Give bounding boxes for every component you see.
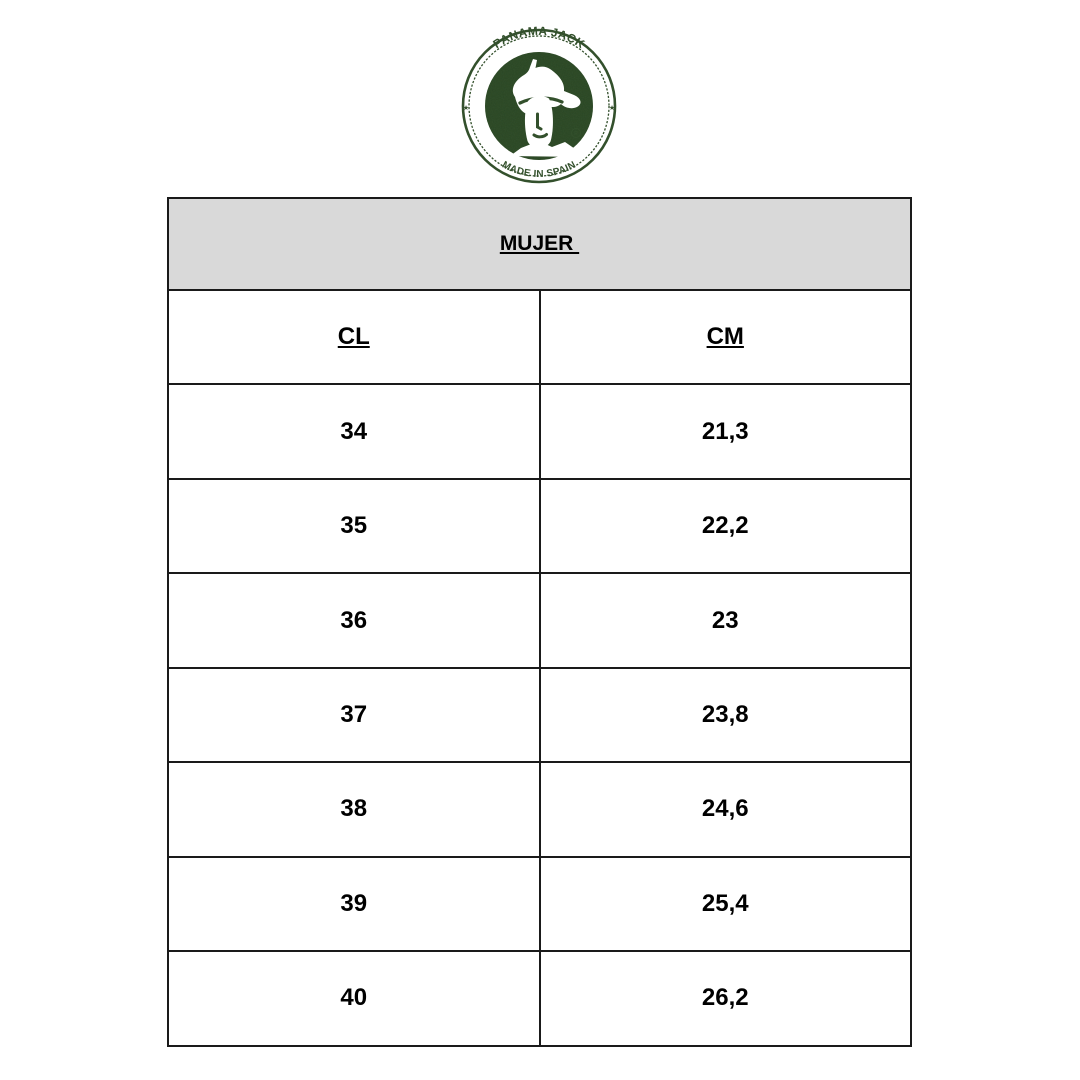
svg-text:PANAMA JACK: PANAMA JACK [490, 24, 587, 51]
svg-text:★: ★ [609, 104, 615, 112]
svg-text:★: ★ [463, 104, 469, 112]
svg-text:R: R [574, 131, 578, 137]
